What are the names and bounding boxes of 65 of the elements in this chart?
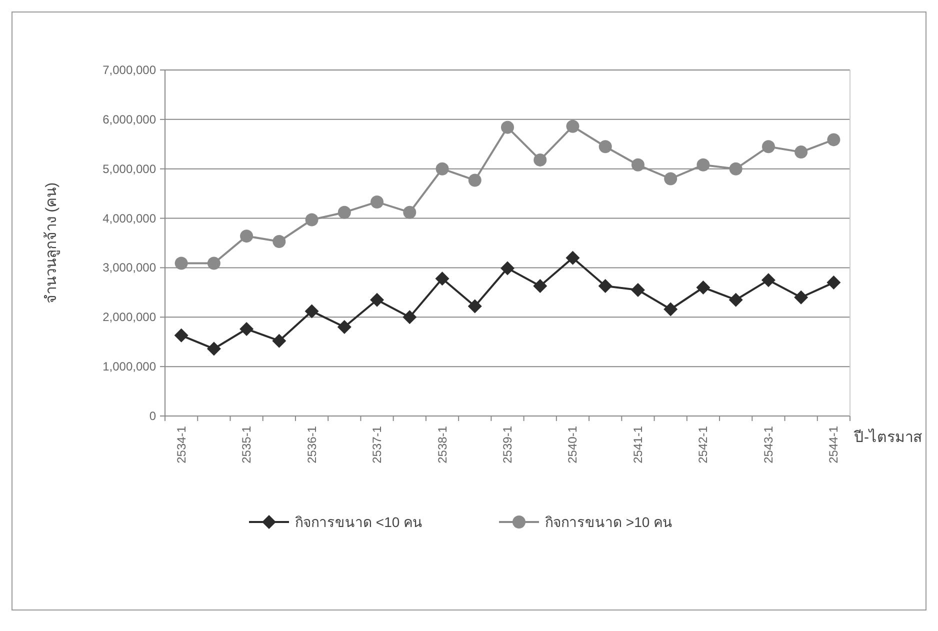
y-tick-label: 7,000,000 (102, 63, 156, 77)
point (794, 146, 808, 159)
x-tick-label: 2540-1 (566, 426, 580, 464)
x-tick-label: 2535-1 (240, 426, 254, 464)
point (696, 280, 710, 294)
legend-label: กิจการขนาด >10 คน (545, 514, 673, 530)
point (370, 292, 384, 307)
point (436, 162, 449, 176)
point (403, 206, 416, 219)
y-tick-label: 6,000,000 (102, 112, 156, 126)
y-tick-label: 2,000,000 (102, 310, 156, 324)
y-axis-title: จำนวนลูกจ้าง (คน) (43, 182, 60, 304)
point (370, 195, 384, 208)
point (304, 304, 319, 318)
x-axis-title: ปี-ไตรมาส (853, 428, 922, 446)
point (566, 250, 580, 265)
x-tick-label: 2543-1 (761, 426, 776, 464)
point (272, 235, 286, 248)
y-tick-label: 1,000,000 (102, 360, 156, 374)
point (207, 256, 220, 270)
point (305, 213, 318, 226)
x-tick-label: 2536-1 (304, 426, 319, 464)
x-tick-label: 2534-1 (174, 426, 188, 464)
x-tick-label: 2539-1 (500, 426, 514, 464)
y-tick-label: 3,000,000 (102, 260, 156, 275)
x-tick-label: 2544-1 (826, 426, 841, 464)
point (598, 279, 612, 294)
point (501, 120, 514, 134)
point (468, 174, 482, 187)
point (630, 282, 645, 297)
point (598, 140, 612, 154)
point (435, 272, 450, 286)
point (240, 230, 254, 243)
x-tick-label: 2538-1 (435, 426, 450, 464)
point (240, 322, 254, 336)
x-tick-label: 2542-1 (696, 426, 710, 464)
point (794, 290, 808, 304)
point (174, 256, 188, 270)
point (468, 299, 482, 314)
point (402, 310, 417, 324)
legend-label: กิจการขนาด <10 คน (295, 514, 423, 530)
point (729, 162, 742, 176)
y-tick-label: 4,000,000 (102, 211, 156, 226)
point (338, 206, 351, 219)
point (631, 158, 644, 172)
point (696, 158, 710, 172)
point (174, 328, 188, 342)
point (272, 334, 286, 348)
point (664, 172, 678, 186)
point (761, 273, 776, 288)
x-tick-label: 2537-1 (370, 426, 384, 464)
point (827, 133, 840, 146)
point (728, 292, 743, 307)
point (534, 153, 547, 166)
point (826, 276, 841, 290)
point (337, 320, 352, 334)
point (500, 261, 514, 276)
point (206, 342, 221, 356)
y-tick-label: 0 (149, 409, 156, 423)
point (664, 302, 678, 316)
point (533, 279, 548, 294)
y-tick-label: 5,000,000 (102, 162, 156, 176)
x-tick-label: 2541-1 (630, 426, 645, 464)
point (566, 120, 580, 133)
point (762, 140, 775, 154)
